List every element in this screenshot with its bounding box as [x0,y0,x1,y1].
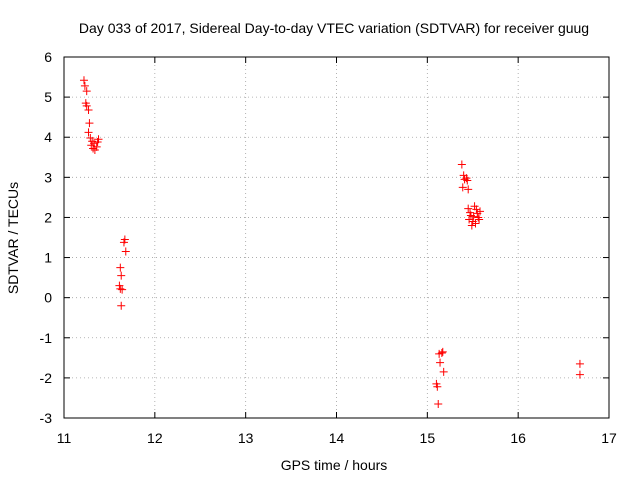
data-point [474,213,483,222]
data-point [120,235,129,244]
data-point [469,212,478,221]
data-point [433,382,442,391]
data-point [464,204,473,213]
data-point [457,160,466,169]
y-tick-label: 5 [44,89,52,105]
axis-ticks [63,56,610,419]
data-point [84,128,93,137]
x-tick-label: 13 [238,430,254,446]
x-tick-label: 12 [147,430,163,446]
data-point [82,101,91,110]
data-point [438,347,447,356]
data-point [89,144,98,153]
data-point [117,301,126,310]
data-point [88,137,97,146]
data-point [118,285,127,294]
data-point [464,185,473,194]
data-point [575,359,584,368]
data-point [437,349,446,358]
data-point [458,183,467,192]
y-tick-label: 1 [44,250,52,266]
y-tick-label: -3 [40,410,53,426]
data-point [85,119,94,128]
x-axis-title: GPS time / hours [281,457,388,473]
y-axis-tick-labels: -3 -2 -1 0 1 2 3 4 5 6 [40,49,53,426]
data-point [116,263,125,272]
data-point [439,367,448,376]
y-axis-title: SDTVAR / TECUs [5,182,21,294]
data-point [465,215,474,224]
data-point [86,134,95,143]
data-point [471,219,480,228]
data-point [470,202,479,211]
y-tick-label: 4 [44,129,52,145]
y-tick-label: 6 [44,49,52,65]
data-point [436,358,445,367]
y-tick-label: -2 [40,370,53,386]
x-tick-label: 15 [420,430,436,446]
data-point [116,284,125,293]
x-tick-label: 17 [601,430,617,446]
y-tick-label: 2 [44,209,52,225]
y-tick-label: -1 [40,330,53,346]
data-point [476,207,485,216]
data-point [575,370,584,379]
data-point [84,105,93,114]
data-point [80,81,89,90]
data-point [472,205,481,214]
x-tick-label: 11 [57,430,72,446]
data-point [475,215,484,224]
data-point [463,176,472,185]
x-tick-label: 16 [510,430,526,446]
data-point [115,281,124,290]
x-axis-tick-labels: 11 12 13 14 15 16 17 [57,430,617,446]
data-point [434,399,443,408]
data-point [79,76,88,85]
data-point [94,135,103,144]
y-tick-label: 3 [44,169,52,185]
data-point [82,87,91,96]
data-point [90,146,99,155]
data-point [117,271,126,280]
data-point [121,247,130,256]
y-tick-label: 0 [44,290,52,306]
chart-title: Day 033 of 2017, Sidereal Day-to-day VTE… [79,20,589,36]
data-point [89,139,98,148]
x-tick-label: 14 [329,430,345,446]
data-points [79,76,584,408]
data-point [467,221,476,230]
